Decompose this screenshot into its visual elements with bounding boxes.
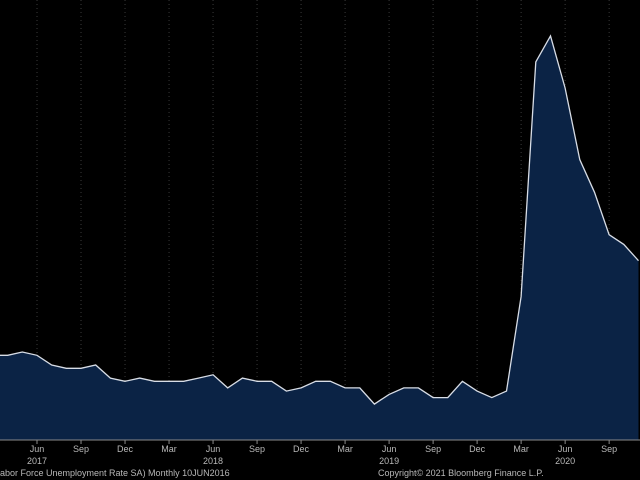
- x-tick-label: Jun: [558, 444, 573, 454]
- x-tick-label: Mar: [513, 444, 529, 454]
- x-tick-label: Jun: [382, 444, 397, 454]
- x-tick-label: Sep: [601, 444, 617, 454]
- area: [0, 35, 639, 440]
- x-tick-label: Mar: [161, 444, 177, 454]
- x-tick-label: Dec: [293, 444, 310, 454]
- x-year-label: 2019: [379, 456, 399, 466]
- x-year-label: 2017: [27, 456, 47, 466]
- x-tick-label: Sep: [425, 444, 441, 454]
- line: [0, 34, 639, 405]
- plot-area: [0, 0, 639, 440]
- copyright: Copyright© 2021 Bloomberg Finance L.P.: [378, 468, 544, 478]
- x-tick-label: Mar: [337, 444, 353, 454]
- x-tick-label: Sep: [73, 444, 89, 454]
- x-tick-label: Jun: [30, 444, 45, 454]
- x-year-label: 2018: [203, 456, 223, 466]
- x-tick-label: Jun: [206, 444, 221, 454]
- x-tick-label: Dec: [469, 444, 486, 454]
- x-year-label: 2020: [555, 456, 575, 466]
- x-tick-label: Dec: [117, 444, 134, 454]
- source-note: abor Force Unemployment Rate SA) Monthly…: [0, 468, 230, 478]
- x-tick-label: Sep: [249, 444, 265, 454]
